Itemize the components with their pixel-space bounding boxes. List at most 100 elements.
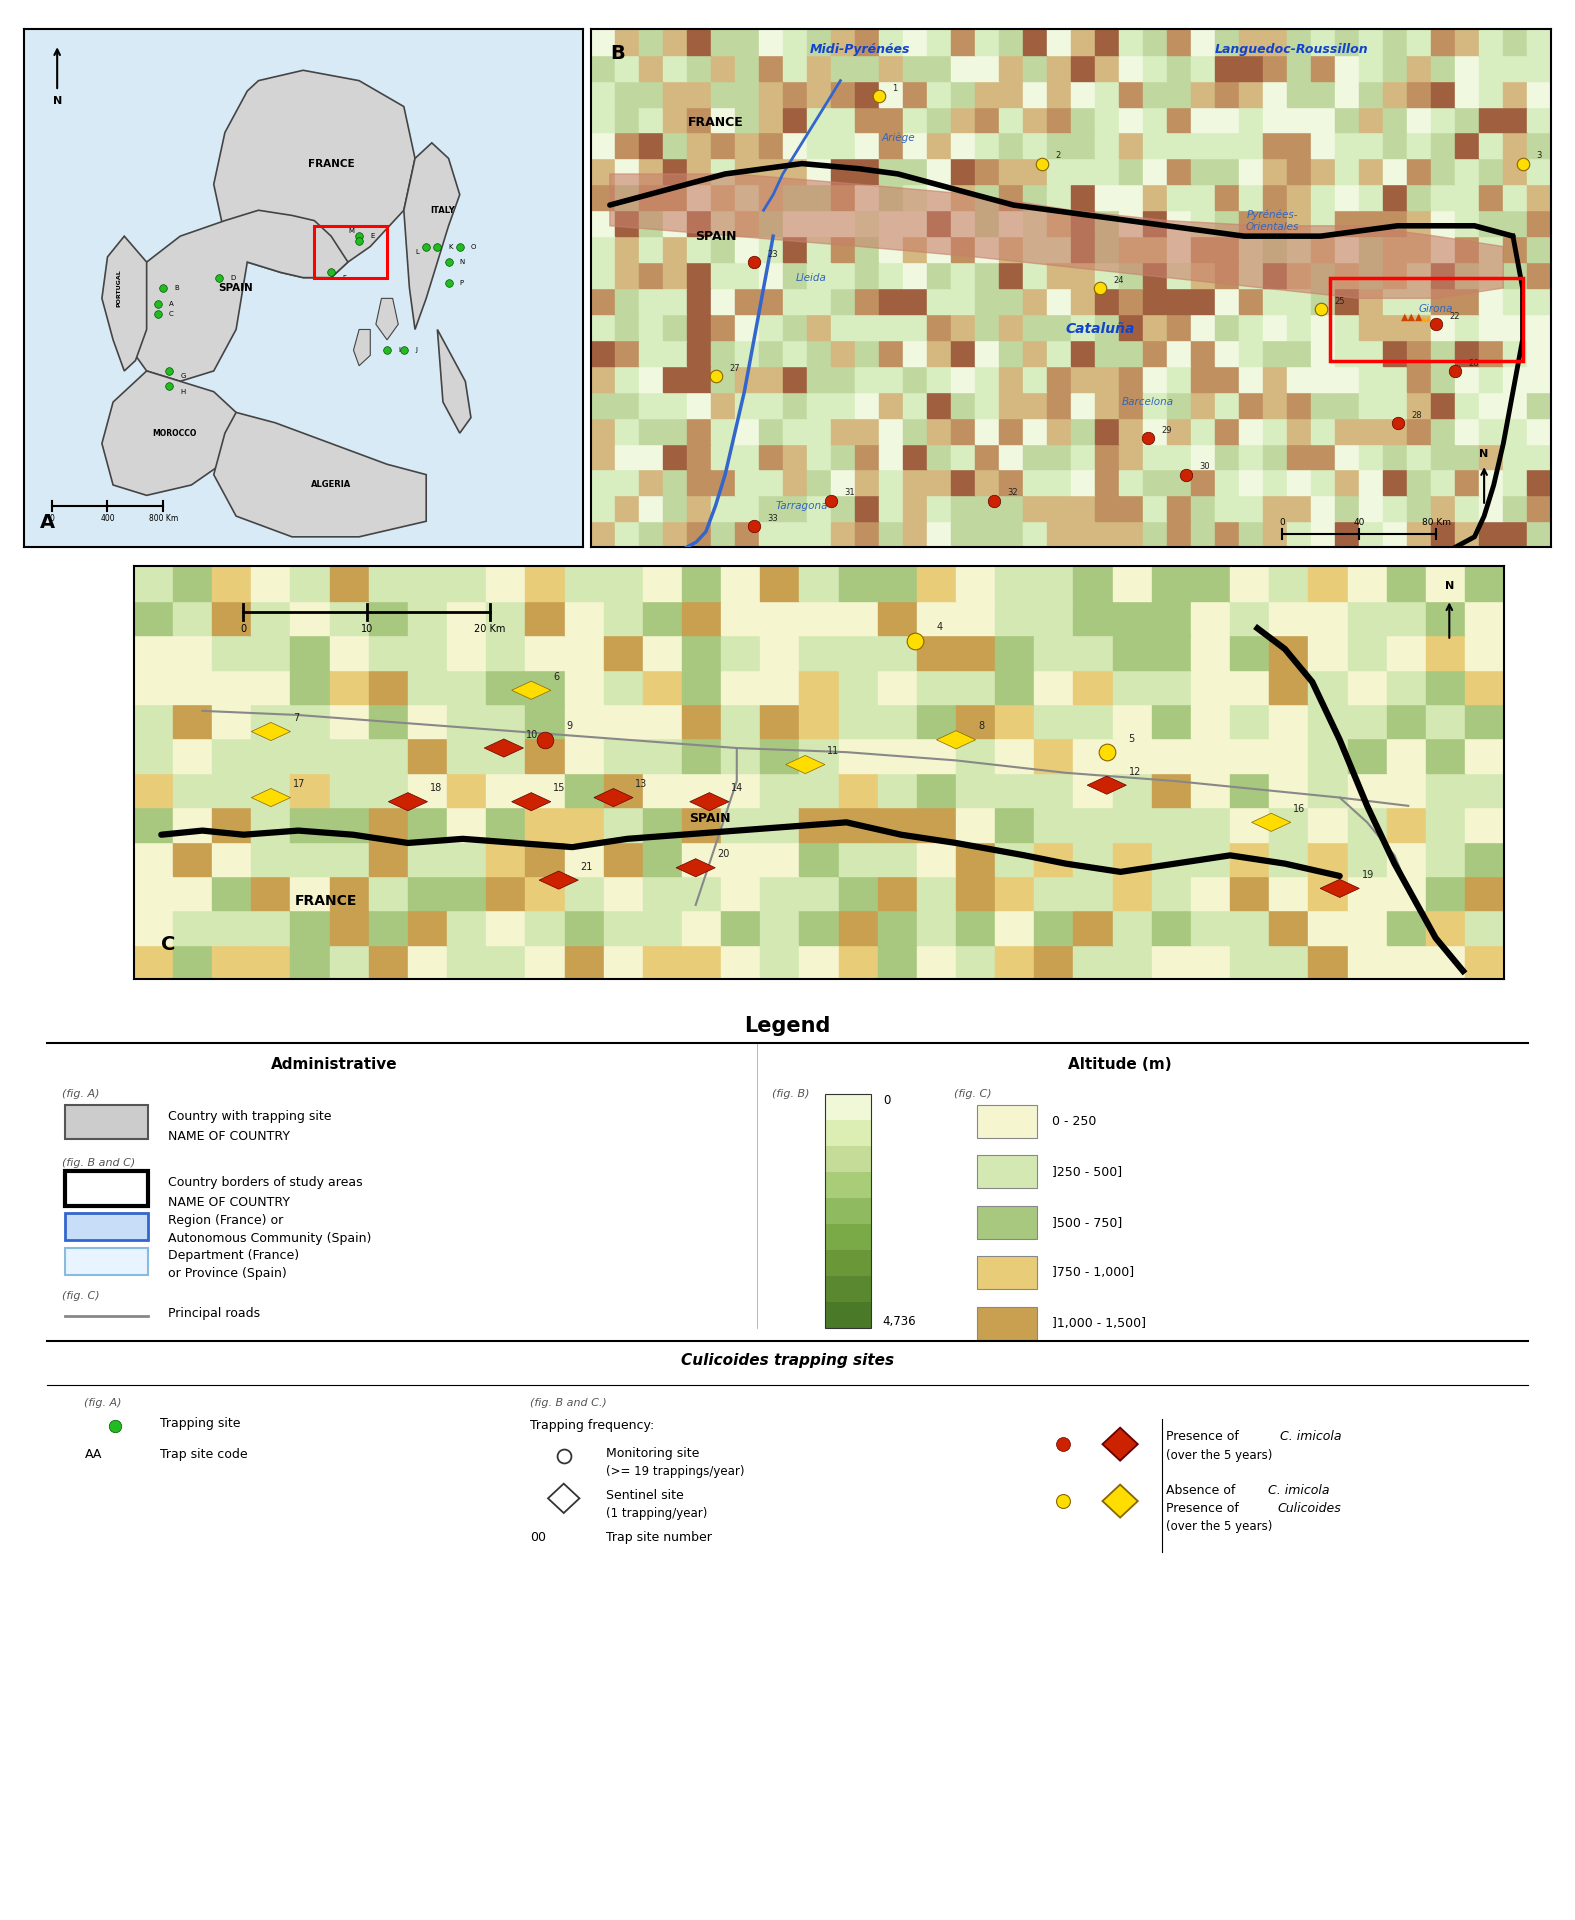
Bar [447,945,487,979]
Bar [614,495,638,520]
Bar [1383,106,1408,132]
Bar [682,670,721,705]
Bar [734,340,759,365]
Bar [1047,29,1071,56]
Bar [526,945,564,979]
Bar [252,739,290,774]
Polygon shape [786,755,825,774]
Bar [1406,470,1432,495]
Bar [951,106,975,132]
Text: Legend: Legend [745,1016,830,1035]
Bar [710,340,734,365]
Bar [65,1104,148,1139]
Bar [902,29,928,56]
Text: FRANCE: FRANCE [295,895,358,908]
Bar [783,313,806,340]
Bar [1310,520,1336,547]
Bar [1310,184,1336,211]
Bar [1310,470,1336,495]
Bar [721,670,761,705]
Bar [877,601,917,636]
Bar [1269,705,1309,739]
Bar [1191,211,1216,236]
Bar [759,157,783,184]
Bar [1455,211,1479,236]
Bar [1074,705,1112,739]
Bar [1455,417,1479,444]
Bar [1191,261,1216,288]
Bar [999,81,1024,106]
Polygon shape [102,236,146,371]
Bar [975,365,999,392]
Bar [639,211,663,236]
Bar [1331,278,1523,361]
Bar [213,705,252,739]
Polygon shape [214,413,427,538]
Bar [1348,705,1386,739]
Bar [1240,236,1263,261]
Bar [1035,841,1074,876]
Text: 0 - 250: 0 - 250 [1052,1116,1096,1127]
Bar [734,29,759,56]
Bar [999,106,1024,132]
Bar [1071,211,1095,236]
Bar [1095,392,1118,417]
Bar [682,566,721,601]
Bar [1151,841,1191,876]
Bar [564,876,603,910]
Bar [879,81,902,106]
Bar [1024,236,1047,261]
Bar [1465,705,1504,739]
Bar [1035,772,1074,806]
Text: 10: 10 [361,624,373,634]
Bar [1191,313,1216,340]
Bar [832,211,855,236]
Bar [663,132,687,159]
Bar [639,392,663,417]
Bar [1047,236,1071,261]
Bar [1191,636,1230,670]
Bar [663,54,687,81]
Bar [1406,54,1432,81]
Bar [564,601,603,636]
Bar [526,601,564,636]
Bar [1479,313,1503,340]
Bar [591,288,614,315]
Bar [1191,54,1216,81]
Bar [1024,495,1047,520]
Bar [1035,945,1074,979]
Bar [134,566,173,601]
Bar [447,841,487,876]
Bar [1269,806,1309,841]
Bar [447,876,487,910]
Bar [1151,910,1191,945]
Bar [999,340,1024,365]
Bar [1528,417,1551,444]
Text: Midi-Pyrénées: Midi-Pyrénées [810,42,910,56]
Bar [1230,910,1269,945]
Bar [1191,670,1230,705]
Bar [1386,841,1425,876]
Polygon shape [539,872,578,889]
Bar [1263,236,1287,261]
Bar [591,365,614,392]
Bar [806,417,832,444]
Bar [734,184,759,211]
Polygon shape [1102,1428,1137,1461]
Bar [252,841,290,876]
Polygon shape [512,793,551,810]
Bar [1310,106,1336,132]
Text: AA: AA [85,1448,102,1461]
Bar [1465,876,1504,910]
Bar [213,772,252,806]
Bar [1269,601,1309,636]
Text: 32: 32 [1008,488,1017,497]
Bar [408,705,447,739]
Bar [951,365,975,392]
Bar [855,157,879,184]
Bar [838,636,877,670]
Bar [879,132,902,159]
Bar [902,444,928,470]
Bar [800,566,838,601]
Bar [1455,29,1479,56]
